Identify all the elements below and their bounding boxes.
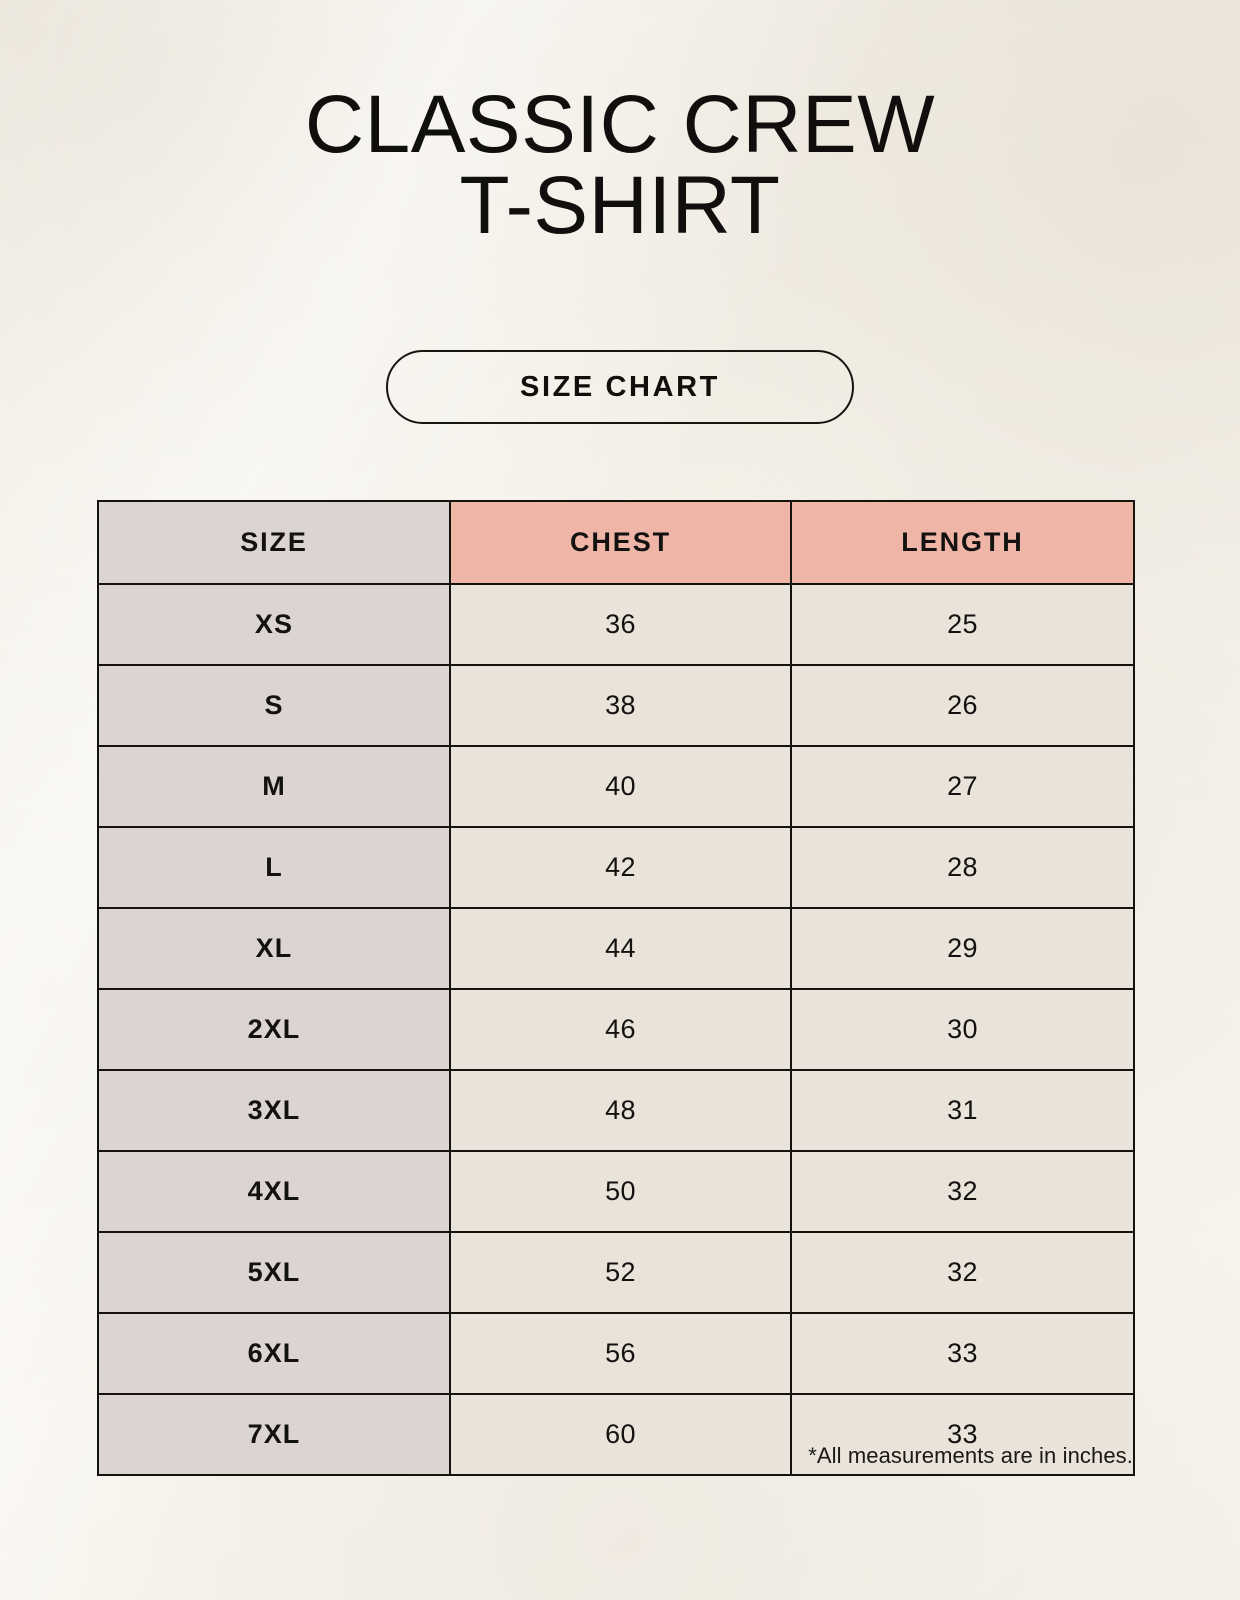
cell-chest: 40 bbox=[449, 745, 792, 828]
cell-chest: 46 bbox=[449, 988, 792, 1071]
page-title-line-2: T-SHIRT bbox=[459, 160, 781, 252]
column-header-size: SIZE bbox=[97, 500, 451, 585]
cell-length: 31 bbox=[790, 1069, 1135, 1152]
size-table-body: XS 36 25 S 38 26 M 40 27 L 42 28 XL 44 29 2XL 46 30 3XL 48 3… bbox=[97, 583, 1135, 1476]
cell-chest: 36 bbox=[449, 583, 792, 666]
size-table-container: SIZE CHEST LENGTH XS 36 25 S 38 26 M 40 27 L 42 28 X… bbox=[97, 500, 1135, 1476]
cell-size: 4XL bbox=[97, 1150, 451, 1233]
size-chart-table: SIZE CHEST LENGTH XS 36 25 S 38 26 M 40 27 L 42 28 X… bbox=[97, 500, 1135, 1476]
table-header-row: SIZE CHEST LENGTH bbox=[97, 500, 1135, 585]
cell-size: M bbox=[97, 745, 451, 828]
cell-chest: 56 bbox=[449, 1312, 792, 1395]
table-row: L 42 28 bbox=[97, 826, 1135, 909]
cell-length: 25 bbox=[790, 583, 1135, 666]
cell-chest: 38 bbox=[449, 664, 792, 747]
cell-size: 2XL bbox=[97, 988, 451, 1071]
column-header-length: LENGTH bbox=[790, 500, 1135, 585]
cell-chest: 52 bbox=[449, 1231, 792, 1314]
cell-size: 5XL bbox=[97, 1231, 451, 1314]
table-row: XS 36 25 bbox=[97, 583, 1135, 666]
cell-length: 30 bbox=[790, 988, 1135, 1071]
table-row: S 38 26 bbox=[97, 664, 1135, 747]
cell-length: 29 bbox=[790, 907, 1135, 990]
cell-size: L bbox=[97, 826, 451, 909]
cell-chest: 42 bbox=[449, 826, 792, 909]
cell-length: 27 bbox=[790, 745, 1135, 828]
column-header-chest: CHEST bbox=[449, 500, 792, 585]
size-chart-pill: SIZE CHART bbox=[386, 350, 854, 424]
table-row: 2XL 46 30 bbox=[97, 988, 1135, 1071]
table-row: M 40 27 bbox=[97, 745, 1135, 828]
table-row: 5XL 52 32 bbox=[97, 1231, 1135, 1314]
cell-size: XL bbox=[97, 907, 451, 990]
table-row: XL 44 29 bbox=[97, 907, 1135, 990]
page-title-line-1: CLASSIC CREW bbox=[304, 79, 936, 170]
cell-chest: 48 bbox=[449, 1069, 792, 1152]
size-table-header: SIZE CHEST LENGTH bbox=[97, 500, 1135, 585]
cell-length: 32 bbox=[790, 1231, 1135, 1314]
cell-length: 32 bbox=[790, 1150, 1135, 1233]
cell-chest: 44 bbox=[449, 907, 792, 990]
table-row: 6XL 56 33 bbox=[97, 1312, 1135, 1395]
cell-length: 28 bbox=[790, 826, 1135, 909]
cell-size: XS bbox=[97, 583, 451, 666]
cell-size: 3XL bbox=[97, 1069, 451, 1152]
table-row: 4XL 50 32 bbox=[97, 1150, 1135, 1233]
cell-size: 6XL bbox=[97, 1312, 451, 1395]
cell-size: S bbox=[97, 664, 451, 747]
page-title: CLASSIC CREW T-SHIRT bbox=[0, 79, 1240, 252]
measurement-footnote: *All measurements are in inches. bbox=[808, 1443, 1133, 1468]
table-row: 3XL 48 31 bbox=[97, 1069, 1135, 1152]
cell-length: 33 bbox=[790, 1312, 1135, 1395]
size-chart-pill-label: SIZE CHART bbox=[520, 370, 720, 403]
cell-chest: 50 bbox=[449, 1150, 792, 1233]
cell-length: 26 bbox=[790, 664, 1135, 747]
